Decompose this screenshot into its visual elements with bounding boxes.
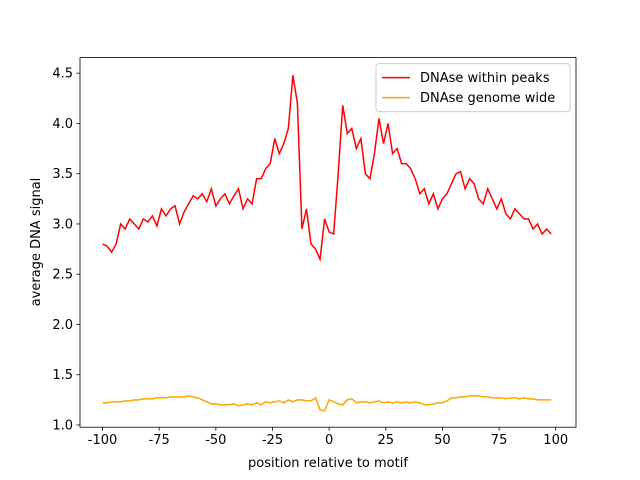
y-axis-label: average DNA signal xyxy=(29,178,44,307)
y-tick-label: 3.5 xyxy=(52,167,73,182)
y-tick-label: 1.5 xyxy=(52,368,73,383)
y-tick-label: 2.5 xyxy=(52,268,73,283)
legend-box xyxy=(375,63,571,113)
x-tick-label: -100 xyxy=(88,433,118,448)
y-tick-label: 2.0 xyxy=(52,318,73,333)
x-tick-label: 75 xyxy=(491,433,508,448)
x-tick-label: -75 xyxy=(149,433,170,448)
line-series xyxy=(102,75,552,262)
y-tick-label: 1.0 xyxy=(52,418,73,433)
x-axis-label: position relative to motif xyxy=(248,456,408,471)
y-tick-label: 4.0 xyxy=(52,117,73,132)
x-tick-label: 0 xyxy=(325,433,333,448)
axes-frame xyxy=(79,57,577,428)
y-tick-label: 3.0 xyxy=(52,217,73,232)
x-tick-label: -25 xyxy=(262,433,283,448)
x-tick-label: 25 xyxy=(378,433,395,448)
line-series xyxy=(102,395,552,412)
legend-label: DNAse within peaks xyxy=(420,71,550,86)
x-tick-label: 50 xyxy=(434,433,451,448)
y-tick-label: 4.5 xyxy=(52,67,73,82)
x-tick-label: -50 xyxy=(205,433,226,448)
x-tick-label: 100 xyxy=(543,433,568,448)
legend-label: DNAse genome wide xyxy=(420,91,555,106)
